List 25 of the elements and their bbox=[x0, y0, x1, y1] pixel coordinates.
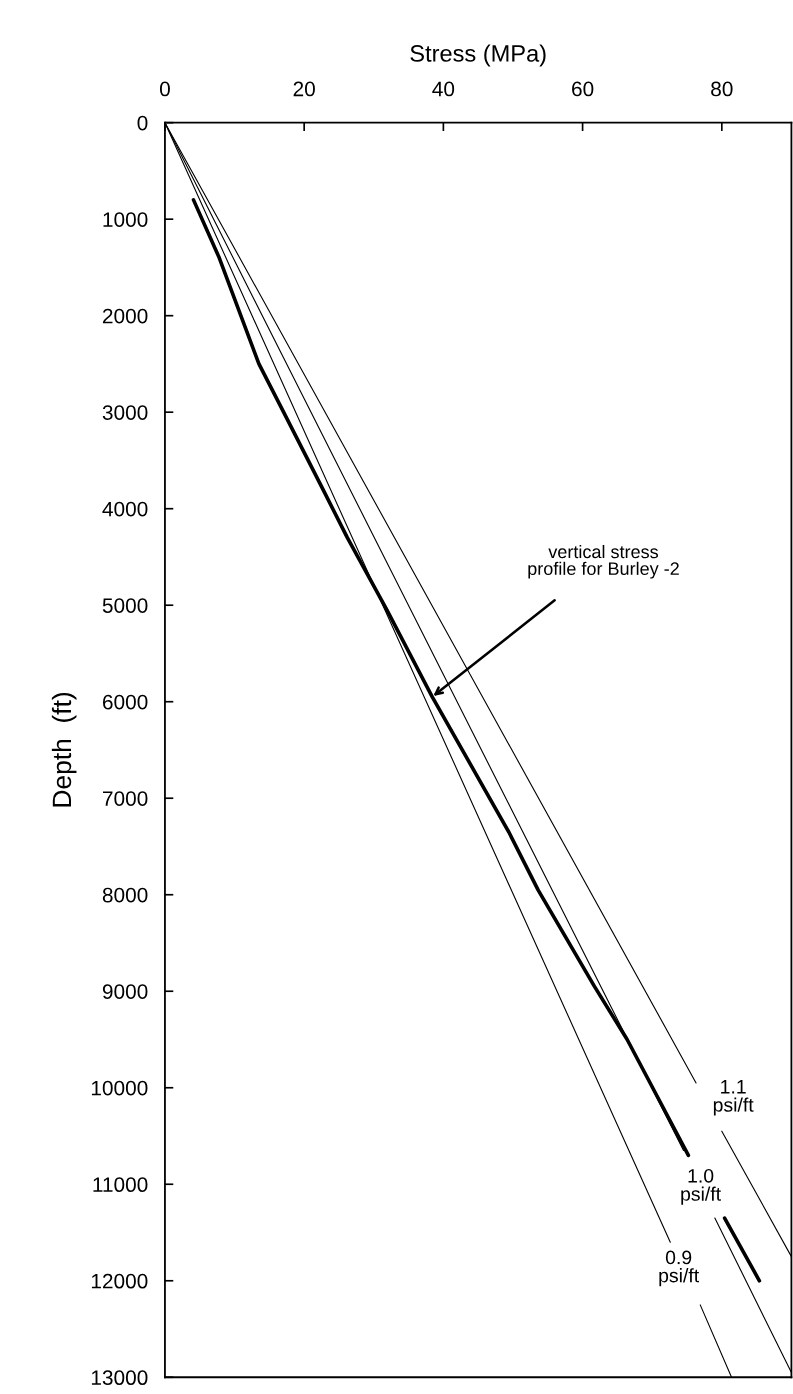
annotation: vertical stress profile for Burley -2 bbox=[528, 544, 679, 579]
y-tick-label: 10000 bbox=[91, 1080, 148, 1096]
x-tick-label: 60 bbox=[572, 81, 594, 97]
x-tick-label: 20 bbox=[293, 81, 315, 97]
y-tick-label: 2000 bbox=[102, 308, 148, 324]
y-tick-label: 8000 bbox=[102, 887, 148, 903]
y-tick-label: 13000 bbox=[91, 1370, 148, 1386]
y-tick-label: 9000 bbox=[102, 984, 148, 999]
annotation: 0.9 psi/ft bbox=[659, 1250, 700, 1287]
y-tick-label: 3000 bbox=[102, 405, 148, 420]
x-axis-title: Stress (MPa) bbox=[410, 44, 546, 67]
annotation: 1.0 psi/ft bbox=[681, 1168, 721, 1205]
y-tick-label: 4000 bbox=[102, 501, 148, 517]
x-tick-label: 40 bbox=[432, 81, 455, 97]
y-tick-label: 0 bbox=[137, 115, 148, 131]
x-tick-label: 0 bbox=[159, 81, 170, 97]
y-tick-label: 1000 bbox=[103, 212, 148, 227]
y-tick-label: 12000 bbox=[91, 1273, 148, 1289]
y-tick-label: 11000 bbox=[93, 1177, 148, 1193]
y-tick-label: 7000 bbox=[103, 791, 148, 806]
x-tick-label: 80 bbox=[711, 81, 733, 97]
annotation: 1.1 psi/ft bbox=[713, 1080, 754, 1116]
y-tick-label: 5000 bbox=[102, 598, 148, 613]
y-tick-label: 6000 bbox=[102, 694, 148, 710]
y-axis-title: Depth (ft) bbox=[51, 692, 77, 807]
